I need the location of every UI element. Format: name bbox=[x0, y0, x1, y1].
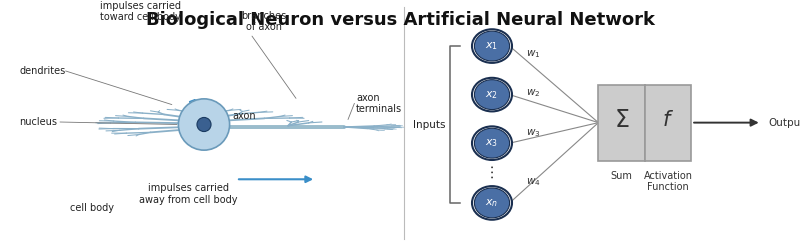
Ellipse shape bbox=[474, 31, 510, 61]
Ellipse shape bbox=[474, 188, 510, 218]
Text: $x_n$: $x_n$ bbox=[486, 197, 498, 209]
FancyBboxPatch shape bbox=[645, 85, 691, 161]
Text: Activation
Function: Activation Function bbox=[643, 171, 693, 192]
Text: $x_1$: $x_1$ bbox=[486, 40, 498, 52]
Text: dendrites: dendrites bbox=[19, 66, 66, 76]
Text: Inputs: Inputs bbox=[413, 120, 446, 129]
Text: Sum: Sum bbox=[610, 171, 633, 181]
Text: Biological Neuron versus Artificial Neural Network: Biological Neuron versus Artificial Neur… bbox=[146, 11, 654, 29]
Ellipse shape bbox=[197, 118, 211, 131]
Text: nucleus: nucleus bbox=[19, 117, 58, 127]
Text: $w_4$: $w_4$ bbox=[526, 176, 540, 188]
Ellipse shape bbox=[472, 186, 512, 220]
Ellipse shape bbox=[474, 80, 510, 110]
Text: $x_2$: $x_2$ bbox=[486, 89, 498, 101]
Text: $w_3$: $w_3$ bbox=[526, 127, 540, 139]
Text: $w_2$: $w_2$ bbox=[526, 88, 540, 99]
Text: impulses carried
toward cell body: impulses carried toward cell body bbox=[99, 1, 181, 22]
Text: $f$: $f$ bbox=[662, 110, 674, 130]
Ellipse shape bbox=[472, 29, 512, 63]
Ellipse shape bbox=[474, 128, 510, 158]
Text: Output: Output bbox=[768, 118, 800, 128]
Text: branches
of axon: branches of axon bbox=[242, 11, 286, 32]
Text: $\Sigma$: $\Sigma$ bbox=[614, 108, 630, 132]
Ellipse shape bbox=[472, 78, 512, 112]
Text: axon
terminals: axon terminals bbox=[356, 93, 402, 114]
Ellipse shape bbox=[178, 99, 230, 150]
Text: impulses carried
away from cell body: impulses carried away from cell body bbox=[138, 183, 238, 205]
FancyBboxPatch shape bbox=[598, 85, 645, 161]
Text: $w_1$: $w_1$ bbox=[526, 48, 540, 60]
Text: axon: axon bbox=[232, 111, 256, 121]
Text: cell body: cell body bbox=[70, 203, 114, 213]
Ellipse shape bbox=[472, 126, 512, 160]
Text: $x_3$: $x_3$ bbox=[486, 137, 498, 149]
Text: ⋯: ⋯ bbox=[485, 163, 499, 178]
